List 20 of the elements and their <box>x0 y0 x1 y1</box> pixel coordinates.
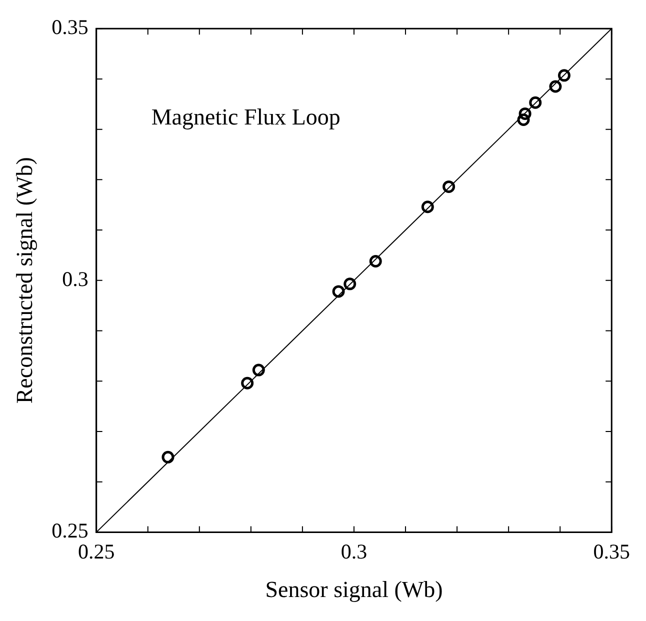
point <box>332 285 345 298</box>
y-tick-label: 0.35 <box>52 15 88 40</box>
annotation: Magnetic Flux Loop <box>151 104 340 130</box>
point <box>442 180 456 193</box>
point <box>369 255 382 268</box>
point <box>517 114 530 126</box>
y-tick-label: 0.3 <box>62 266 88 291</box>
point <box>241 376 254 390</box>
point <box>252 364 265 376</box>
y-axis-title: Reconstructed signal (Wb) <box>12 157 37 404</box>
point <box>549 80 562 93</box>
x-tick-label: 0.3 <box>340 539 368 564</box>
point <box>529 96 542 109</box>
point <box>162 450 174 464</box>
x-tick-label: 0.35 <box>593 539 630 564</box>
point <box>421 200 434 214</box>
point <box>518 107 532 120</box>
point <box>558 69 570 82</box>
point <box>344 278 356 290</box>
x-axis-title: Sensor signal (Wb) <box>265 577 443 602</box>
